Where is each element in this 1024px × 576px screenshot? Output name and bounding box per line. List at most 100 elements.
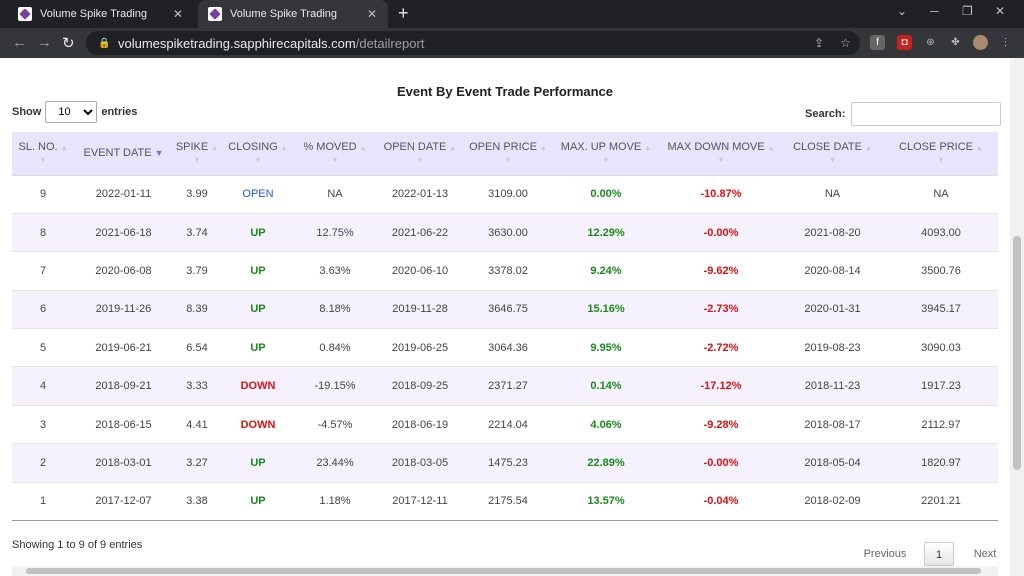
col-close-date[interactable]: CLOSE DATE ▲ ▼ <box>781 132 884 176</box>
reload-icon[interactable]: ↻ <box>62 35 75 52</box>
minimize-icon[interactable]: ─ <box>930 4 939 18</box>
column-label: CLOSING <box>228 141 278 154</box>
cell-event-date: 2018-03-01 <box>95 456 152 469</box>
sort-icon: ▲ ▼ <box>39 145 68 165</box>
cell-sl-no: 7 <box>39 264 47 277</box>
facebook-extension-icon[interactable]: f <box>870 35 885 50</box>
cell-closing: UP <box>250 303 266 316</box>
new-tab-icon[interactable]: + <box>398 3 409 23</box>
table-body: 9 2022-01-11 3.99 OPEN NA 2022-01-13 3109.00 0.… <box>12 175 998 521</box>
cell-percent-moved: 3.63% <box>319 264 351 277</box>
cell-percent-moved: 8.18% <box>319 303 351 316</box>
search-input[interactable] <box>851 102 1002 126</box>
cell-close-price: NA <box>933 188 949 201</box>
cell-closing: UP <box>250 264 266 277</box>
col-max-up-move[interactable]: MAX. UP MOVE ▲ ▼ <box>551 132 661 176</box>
cell-open-date: 2018-06-19 <box>391 418 449 431</box>
col-open-date[interactable]: OPEN DATE ▲ ▼ <box>375 132 465 176</box>
previous-button[interactable]: Previous <box>863 548 907 560</box>
pocket-extension-icon[interactable]: ◘ <box>897 35 912 50</box>
cell-spike: 3.74 <box>186 226 208 239</box>
cell-max-up-move: 0.00% <box>590 188 622 201</box>
cell-spike: 3.27 <box>186 456 208 469</box>
cell-max-down-move: -9.62% <box>703 264 739 277</box>
cell-close-date: 2018-11-23 <box>804 380 861 393</box>
cell-close-date: NA <box>824 188 841 201</box>
cell-percent-moved: -4.57% <box>317 418 353 431</box>
bookmark-star-icon[interactable]: ☆ <box>840 36 851 50</box>
cell-spike: 8.39 <box>186 303 208 316</box>
cell-max-down-move: -2.72% <box>703 341 739 354</box>
forward-icon[interactable]: → <box>37 34 52 51</box>
share-icon[interactable]: ⇪ <box>814 36 825 50</box>
column-label: MAX DOWN MOVE <box>667 141 765 154</box>
cell-open-price: 3109.00 <box>488 188 528 201</box>
cell-percent-moved: 12.75% <box>316 226 354 239</box>
table-row: 1 2017-12-07 3.38 UP 1.18% 2017-12-11 2175.54 1… <box>12 482 998 521</box>
scrollbar-thumb[interactable] <box>26 568 981 574</box>
cell-open-price: 3646.75 <box>488 303 528 316</box>
browser-tab-1[interactable]: Volume Spike Trading ✕ <box>8 0 194 28</box>
next-button[interactable]: Next <box>973 548 997 560</box>
cell-closing: UP <box>250 341 266 354</box>
kebab-menu-icon[interactable]: ⋮ <box>1000 37 1011 48</box>
cell-spike: 3.99 <box>186 188 208 201</box>
chevron-down-icon[interactable]: ⌄ <box>897 4 908 18</box>
scrollbar-thumb[interactable] <box>1013 236 1021 470</box>
column-label: % MOVED <box>303 141 357 154</box>
col-percent-moved[interactable]: % MOVED ▲ ▼ <box>295 132 375 176</box>
cell-sl-no: 9 <box>39 188 47 201</box>
cell-percent-moved: 0.84% <box>319 341 351 354</box>
vertical-scrollbar[interactable] <box>1010 58 1024 576</box>
address-bar[interactable]: 🔒 volumespiketrading.sapphirecapitals.co… <box>86 31 860 55</box>
cell-max-down-move: -17.12% <box>700 380 742 393</box>
close-icon[interactable]: ✕ <box>172 7 184 21</box>
col-close-price[interactable]: CLOSE PRICE ▲ ▼ <box>884 132 998 176</box>
table-info: Showing 1 to 9 of 9 entries <box>12 539 143 551</box>
horizontal-scrollbar[interactable] <box>12 566 998 576</box>
cell-event-date: 2019-06-21 <box>95 341 152 354</box>
cell-event-date: 2019-11-26 <box>95 303 152 316</box>
cell-closing: OPEN <box>242 188 274 201</box>
col-closing[interactable]: CLOSING ▲ ▼ <box>221 132 295 176</box>
cell-closing: DOWN <box>240 418 276 431</box>
sort-desc-icon: ▼ <box>154 148 164 159</box>
back-icon[interactable]: ← <box>12 34 27 51</box>
cell-sl-no: 4 <box>39 380 47 393</box>
cell-closing: DOWN <box>240 380 276 393</box>
cell-close-date: 2020-01-31 <box>804 303 861 316</box>
cell-closing: UP <box>250 456 266 469</box>
cell-event-date: 2017-12-07 <box>95 495 152 508</box>
page-1-button[interactable]: 1 <box>924 542 954 566</box>
col-spike[interactable]: SPIKE ▲ ▼ <box>173 132 221 176</box>
close-window-icon[interactable]: ✕ <box>995 4 1006 18</box>
cell-max-up-move: 15.16% <box>587 303 625 316</box>
url-host: volumespiketrading.sapphirecapitals.com <box>118 35 356 51</box>
col-open-price[interactable]: OPEN PRICE ▲ ▼ <box>465 132 551 176</box>
col-sl-no[interactable]: SL. NO. ▲ ▼ <box>12 132 74 176</box>
extension-icon[interactable]: ⊛ <box>926 37 935 48</box>
table-row: 6 2019-11-26 8.39 UP 8.18% 2019-11-28 3646.75 1… <box>12 290 998 329</box>
sort-icon: ▲ ▼ <box>937 145 983 165</box>
page-size-select[interactable]: 10 <box>45 101 98 123</box>
table-row: 7 2020-06-08 3.79 UP 3.63% 2020-06-10 3378.02 9… <box>12 251 998 291</box>
sort-icon: ▲ ▼ <box>193 145 219 165</box>
search-control: Search: <box>805 102 1002 126</box>
restore-icon[interactable]: ❐ <box>962 4 973 18</box>
cell-close-price: 2112.97 <box>921 418 961 431</box>
cell-max-down-move: -0.00% <box>703 456 739 469</box>
table-row: 5 2019-06-21 6.54 UP 0.84% 2019-06-25 3064.36 9… <box>12 328 998 367</box>
cell-open-date: 2019-06-25 <box>391 341 449 354</box>
browser-toolbar: ← → ↻ 🔒 volumespiketrading.sapphirecapit… <box>0 28 1024 58</box>
cell-open-date: 2017-12-11 <box>392 495 448 508</box>
tab-strip: Volume Spike Trading ✕ Volume Spike Trad… <box>0 0 1024 28</box>
browser-tab-2[interactable]: Volume Spike Trading ✕ <box>198 0 388 28</box>
cell-max-up-move: 0.14% <box>590 380 622 393</box>
cell-open-price: 2214.04 <box>488 418 528 431</box>
col-max-down-move[interactable]: MAX DOWN MOVE ▲ ▼ <box>661 132 781 176</box>
puzzle-icon[interactable]: ✤ <box>951 37 960 48</box>
profile-avatar[interactable] <box>973 35 988 50</box>
cell-closing: UP <box>250 495 266 508</box>
col-event-date[interactable]: EVENT DATE ▼ <box>74 132 173 176</box>
close-icon[interactable]: ✕ <box>366 7 378 21</box>
